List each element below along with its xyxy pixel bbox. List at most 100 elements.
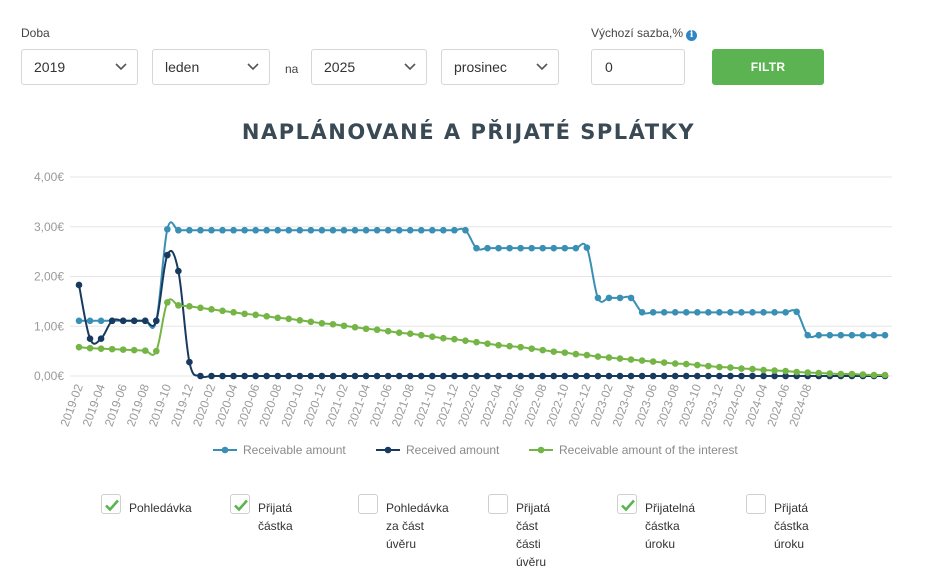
from-month-select[interactable]: leden [152, 49, 270, 85]
data-point [429, 372, 436, 380]
data-point [241, 310, 248, 318]
data-point [75, 343, 83, 351]
data-point [506, 244, 513, 252]
checkbox-box[interactable] [358, 494, 378, 514]
rate-input[interactable]: 0 [591, 49, 685, 85]
data-point [130, 346, 138, 354]
filter-button[interactable]: FILTR [712, 49, 824, 85]
data-point [660, 372, 668, 380]
data-point [307, 226, 315, 234]
checkbox-box[interactable] [488, 494, 508, 514]
data-point [473, 338, 480, 346]
data-point [296, 226, 304, 234]
chevron-down-icon [247, 63, 259, 71]
data-point [473, 372, 480, 380]
data-point [572, 244, 580, 252]
data-point [340, 226, 348, 234]
data-point [451, 372, 458, 380]
data-point [826, 331, 834, 339]
checkbox-box[interactable] [746, 494, 766, 514]
data-point [318, 372, 326, 380]
data-point [230, 372, 237, 380]
data-point [638, 372, 646, 380]
data-point [164, 299, 171, 306]
from-year-select[interactable]: 2019 [21, 49, 138, 85]
info-icon[interactable]: i [686, 30, 698, 41]
data-point [771, 309, 778, 316]
data-point [881, 371, 889, 379]
data-point [395, 226, 403, 234]
data-point [340, 322, 348, 330]
data-point [406, 226, 414, 234]
data-point [616, 294, 624, 302]
checkbox-box[interactable] [617, 494, 637, 514]
check-icon [105, 499, 119, 512]
to-month-select[interactable]: prosinec [441, 49, 559, 85]
data-point [837, 370, 845, 378]
data-point [351, 323, 359, 331]
data-point [362, 325, 370, 333]
data-point [329, 320, 337, 328]
data-point [451, 226, 458, 234]
data-point [605, 372, 613, 380]
data-point [384, 226, 392, 234]
data-point [682, 372, 690, 380]
data-point [616, 355, 624, 362]
data-point [771, 367, 778, 374]
data-point [384, 327, 392, 335]
data-point [749, 365, 756, 373]
chevron-down-icon [115, 63, 127, 71]
data-point [870, 371, 878, 379]
series-line-0 [78, 221, 885, 339]
checkbox-label: Pohledávka [129, 501, 192, 515]
data-point [186, 358, 193, 366]
y-tick-label: 2,00€ [34, 270, 64, 284]
data-point [550, 244, 558, 252]
data-point [660, 359, 668, 366]
data-point [440, 334, 447, 342]
data-point [473, 244, 480, 252]
y-tick-label: 3,00€ [34, 220, 64, 234]
legend-entry: Received amount [406, 443, 500, 457]
data-point [528, 244, 535, 252]
data-point [384, 372, 392, 380]
data-point [362, 372, 370, 380]
data-point [440, 226, 447, 234]
data-point [241, 372, 248, 380]
data-point [561, 349, 569, 356]
to-year-value: 2025 [324, 59, 356, 75]
data-point [86, 335, 94, 342]
data-point [329, 226, 337, 234]
data-point [219, 226, 226, 234]
data-point [175, 226, 182, 234]
data-point [649, 372, 657, 380]
data-point [274, 314, 282, 322]
data-point [329, 372, 337, 380]
y-tick-label: 1,00€ [34, 319, 64, 333]
check-icon [234, 499, 248, 512]
data-point [75, 317, 83, 325]
data-point [506, 342, 513, 350]
data-point [119, 346, 127, 353]
data-point [705, 372, 712, 380]
data-point [130, 317, 138, 325]
data-point [86, 344, 94, 352]
data-point [760, 309, 767, 316]
data-point [75, 281, 83, 289]
checkbox-box[interactable] [101, 494, 121, 514]
data-point [462, 372, 469, 380]
checkbox-box[interactable] [230, 494, 250, 514]
data-point [208, 372, 215, 380]
data-point [241, 226, 248, 234]
to-year-select[interactable]: 2025 [311, 49, 427, 85]
data-point [682, 360, 690, 368]
data-point [252, 372, 259, 380]
data-point [141, 347, 149, 354]
data-point [417, 331, 425, 339]
data-point [219, 307, 226, 315]
data-point [97, 317, 105, 325]
data-point [594, 353, 602, 360]
data-point [417, 226, 425, 234]
data-point [440, 372, 447, 380]
data-point [219, 372, 226, 380]
